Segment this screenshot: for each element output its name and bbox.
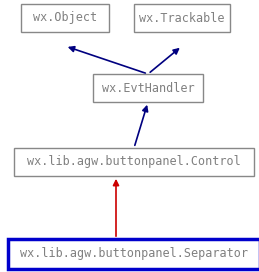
Bar bbox=[14, 148, 254, 176]
Bar bbox=[93, 74, 203, 102]
Text: wx.EvtHandler: wx.EvtHandler bbox=[102, 82, 194, 94]
Text: wx.lib.agw.buttonpanel.Control: wx.lib.agw.buttonpanel.Control bbox=[27, 156, 241, 168]
Text: wx.lib.agw.buttonpanel.Separator: wx.lib.agw.buttonpanel.Separator bbox=[20, 248, 248, 261]
Text: wx.Object: wx.Object bbox=[33, 11, 97, 24]
Bar bbox=[21, 4, 109, 32]
Bar bbox=[134, 4, 230, 32]
Bar bbox=[8, 239, 259, 269]
Text: wx.Trackable: wx.Trackable bbox=[139, 11, 225, 24]
